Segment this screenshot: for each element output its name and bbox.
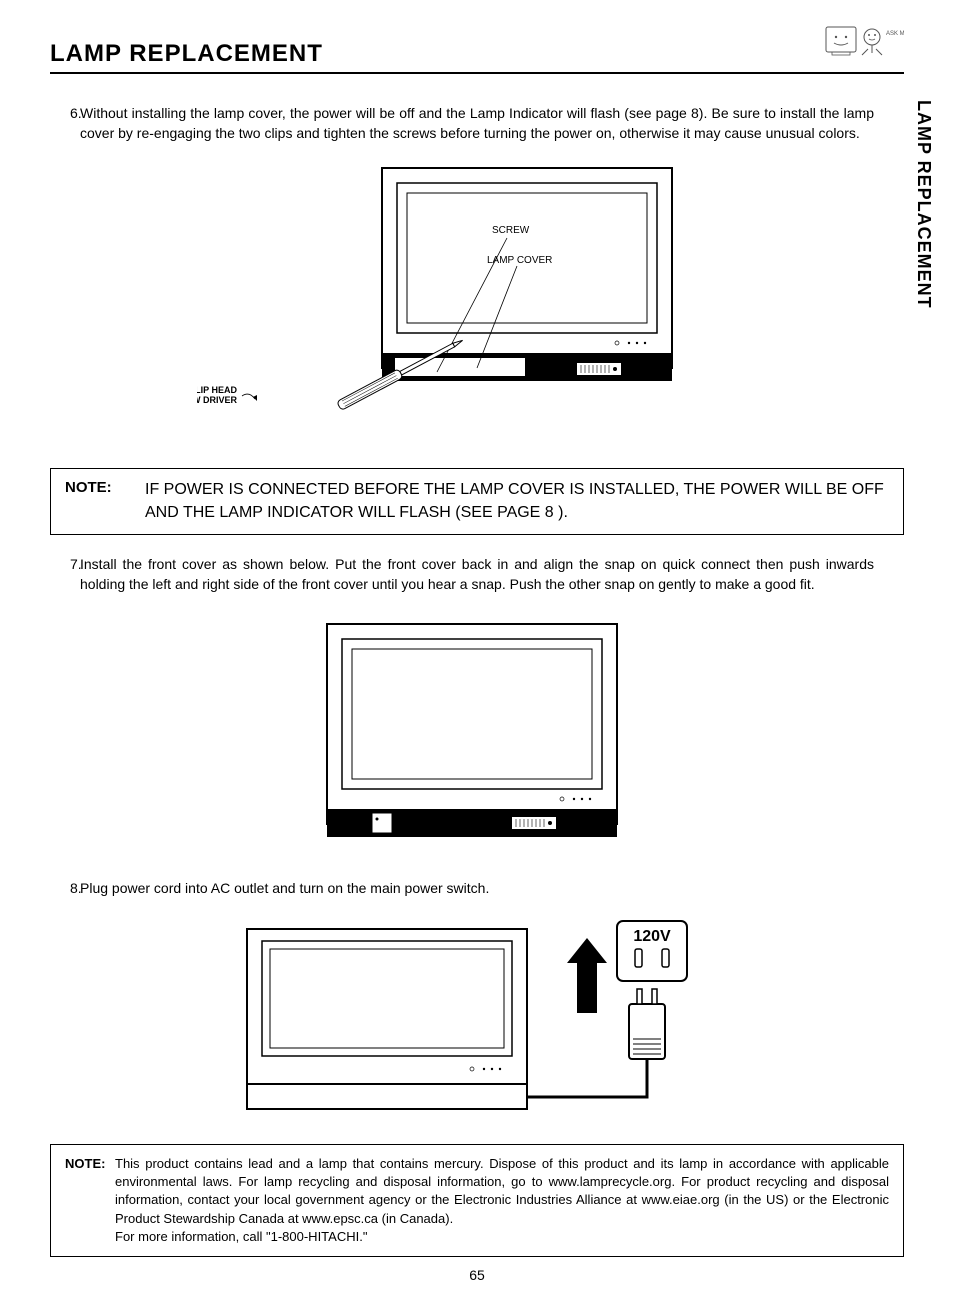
outlet-label: 120V — [633, 928, 671, 945]
note-2-text: This product contains lead and a lamp th… — [65, 1155, 889, 1246]
step-8-number: 8. — [50, 879, 80, 899]
note-box-1: NOTE: IF POWER IS CONNECTED BEFORE THE L… — [50, 468, 904, 535]
screwdriver-label-2: SCREW DRIVER — [197, 395, 237, 405]
figure-front-cover — [50, 614, 904, 859]
svg-text:ASK ME: ASK ME — [886, 31, 904, 37]
note-1-text: IF POWER IS CONNECTED BEFORE THE LAMP CO… — [145, 479, 889, 524]
screw-label: SCREW — [492, 225, 530, 236]
page-title: LAMP REPLACEMENT — [50, 40, 323, 68]
page-number: 65 — [50, 1267, 904, 1283]
step-8: 8. Plug power cord into AC outlet and tu… — [50, 879, 904, 899]
note-1-label: NOTE: — [65, 479, 145, 524]
note-box-2: NOTE: This product contains lead and a l… — [50, 1144, 904, 1257]
screwdriver-label-1: PHILLIP HEAD — [197, 385, 237, 395]
side-tab: LAMP REPLACEMENT — [913, 100, 934, 309]
step-6-text: Without installing the lamp cover, the p… — [80, 104, 904, 143]
ask-me-icon: ASK ME — [824, 25, 904, 65]
step-8-text: Plug power cord into AC outlet and turn … — [80, 879, 904, 899]
step-7: 7. Install the front cover as shown belo… — [50, 555, 904, 594]
step-6-number: 6. — [50, 104, 80, 143]
step-6: 6. Without installing the lamp cover, th… — [50, 104, 904, 143]
step-7-text: Install the front cover as shown below. … — [80, 555, 904, 594]
figure-power-outlet: 120V — [50, 919, 904, 1124]
step-7-number: 7. — [50, 555, 80, 594]
figure-lamp-cover: SCREW LAMP COVER PHILLIP HEAD SCREW DRIV… — [50, 163, 904, 448]
page-header: LAMP REPLACEMENT — [50, 40, 904, 74]
note-2-label: NOTE: — [65, 1156, 105, 1171]
